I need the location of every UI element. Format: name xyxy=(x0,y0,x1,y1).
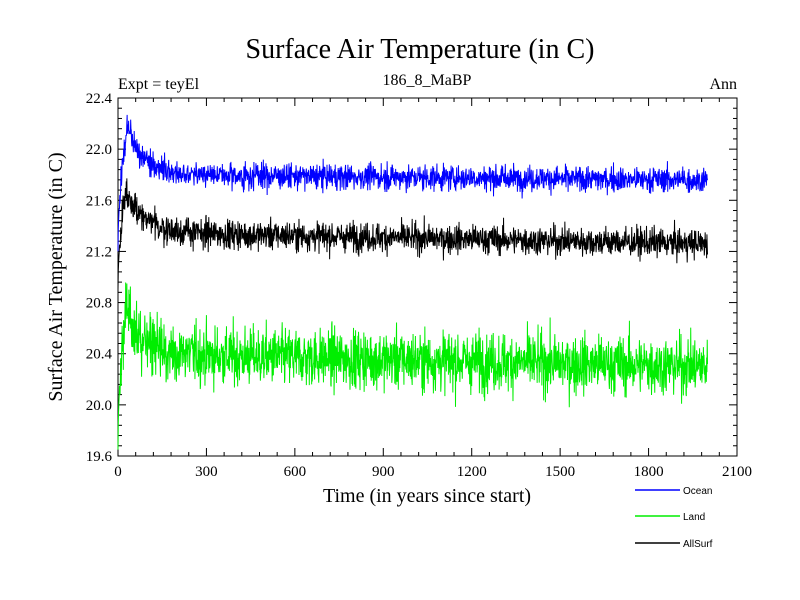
y-tick-label: 20.4 xyxy=(86,347,113,363)
y-axis: 19.6 20.0 20.4 20.8 21.2 21.6 22.0 22.4 xyxy=(86,91,737,465)
legend-label-allsurf: AllSurf xyxy=(683,539,713,550)
y-tick-label: 22.0 xyxy=(86,142,112,158)
series-line-ocean xyxy=(117,114,709,252)
x-axis-label: Time (in years since start) xyxy=(323,485,531,507)
subtitle-right: Ann xyxy=(709,76,737,93)
plot-frame xyxy=(117,97,738,457)
y-tick-label: 20.8 xyxy=(86,296,112,312)
x-tick-label: 2100 xyxy=(722,464,752,480)
x-tick-label: 900 xyxy=(372,464,395,480)
y-tick-label: 19.6 xyxy=(86,449,113,465)
y-tick-label: 22.4 xyxy=(86,91,113,107)
series-line-land xyxy=(117,282,709,450)
legend: Ocean Land AllSurf xyxy=(635,486,713,550)
x-tick-label: 1200 xyxy=(457,464,487,480)
y-tick-label: 21.6 xyxy=(86,193,113,209)
x-tick-label: 1800 xyxy=(634,464,664,480)
y-axis-label: Surface Air Temperature (in C) xyxy=(45,152,67,401)
subtitle-center: 186_8_MaBP xyxy=(383,72,472,89)
x-tick-label: 1500 xyxy=(545,464,575,480)
y-tick-label: 21.2 xyxy=(86,244,112,260)
legend-label-land: Land xyxy=(683,512,705,523)
series-layer xyxy=(117,114,709,450)
subtitle-left: Expt = teyEl xyxy=(118,76,200,93)
chart-title: Surface Air Temperature (in C) xyxy=(246,34,595,65)
series-line-allsurf xyxy=(117,178,709,290)
x-tick-label: 0 xyxy=(114,464,122,480)
x-axis: 0 300 600 900 1200 1500 1800 2100 xyxy=(114,98,752,480)
x-tick-label: 600 xyxy=(284,464,307,480)
x-tick-label: 300 xyxy=(195,464,218,480)
legend-label-ocean: Ocean xyxy=(683,486,712,497)
y-tick-label: 20.0 xyxy=(86,398,112,414)
